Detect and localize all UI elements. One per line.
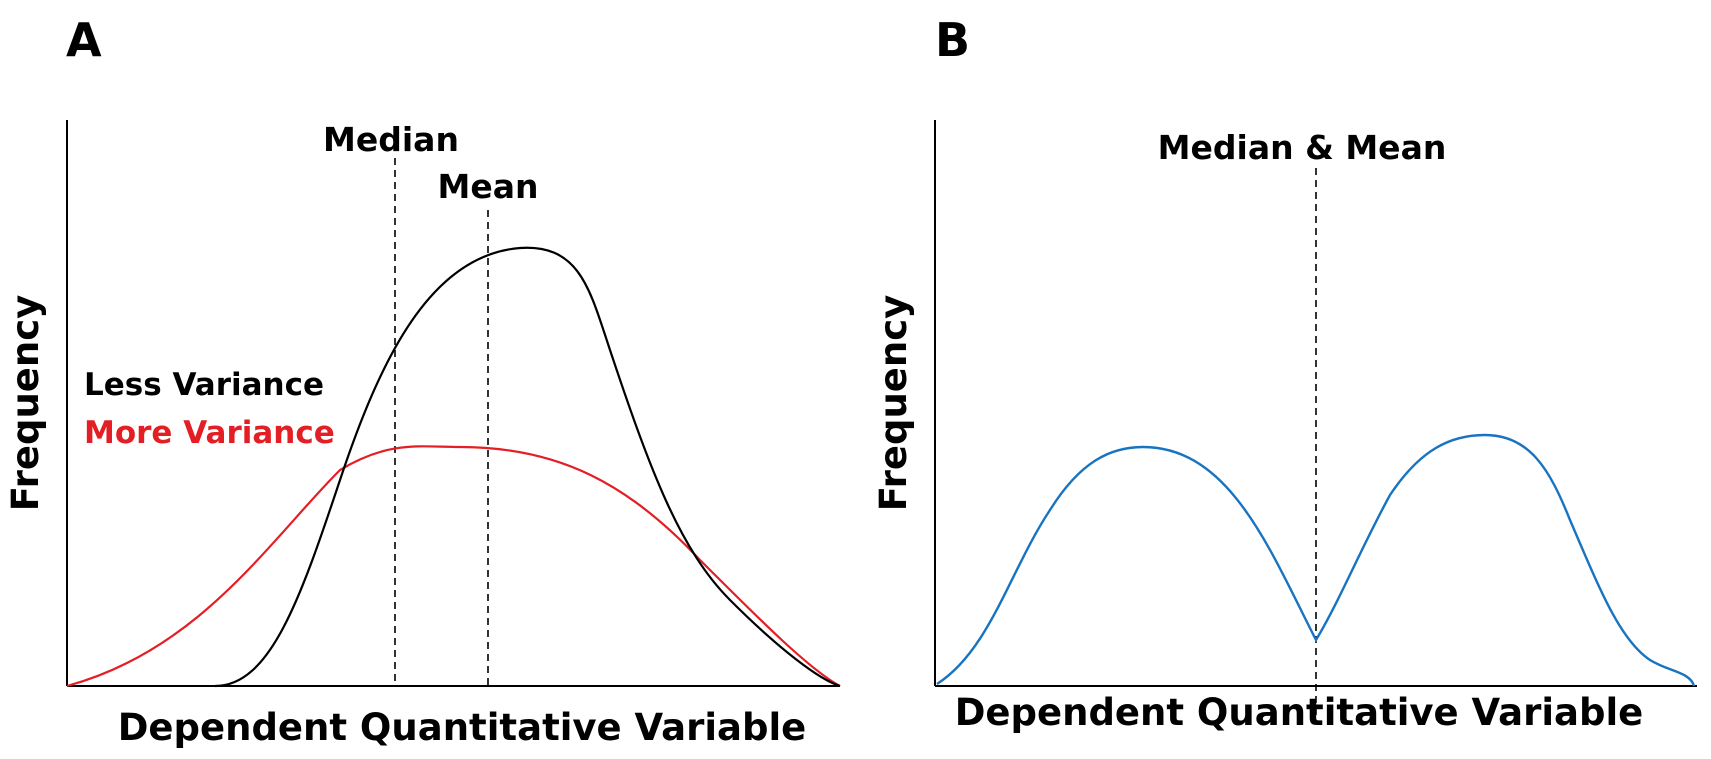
panel-b-bimodal-curve (936, 433, 1696, 687)
panel-a-mean-label: Mean (438, 167, 539, 206)
panel-a-less-variance-curve (214, 246, 841, 688)
panel-b-letter: B (935, 13, 970, 67)
panel-b: B Median & Mean Frequency Dependent Quan… (872, 13, 1697, 734)
panel-b-y-axis-title: Frequency (872, 295, 915, 512)
panel-a-x-axis-title: Dependent Quantitative Variable (118, 706, 807, 749)
panel-b-x-axis-title: Dependent Quantitative Variable (955, 691, 1644, 734)
panel-a-median-label: Median (323, 120, 459, 159)
panel-a-more-variance-curve (66, 445, 841, 688)
panel-a: A Median Mean Less Variance More Varianc… (4, 13, 841, 749)
panel-a-legend-more-variance: More Variance (84, 415, 335, 451)
panel-b-median-mean-label: Median & Mean (1158, 128, 1447, 167)
panel-a-letter: A (66, 13, 102, 67)
panel-a-y-axis-title: Frequency (4, 295, 47, 512)
panel-a-legend-less-variance: Less Variance (84, 367, 324, 403)
